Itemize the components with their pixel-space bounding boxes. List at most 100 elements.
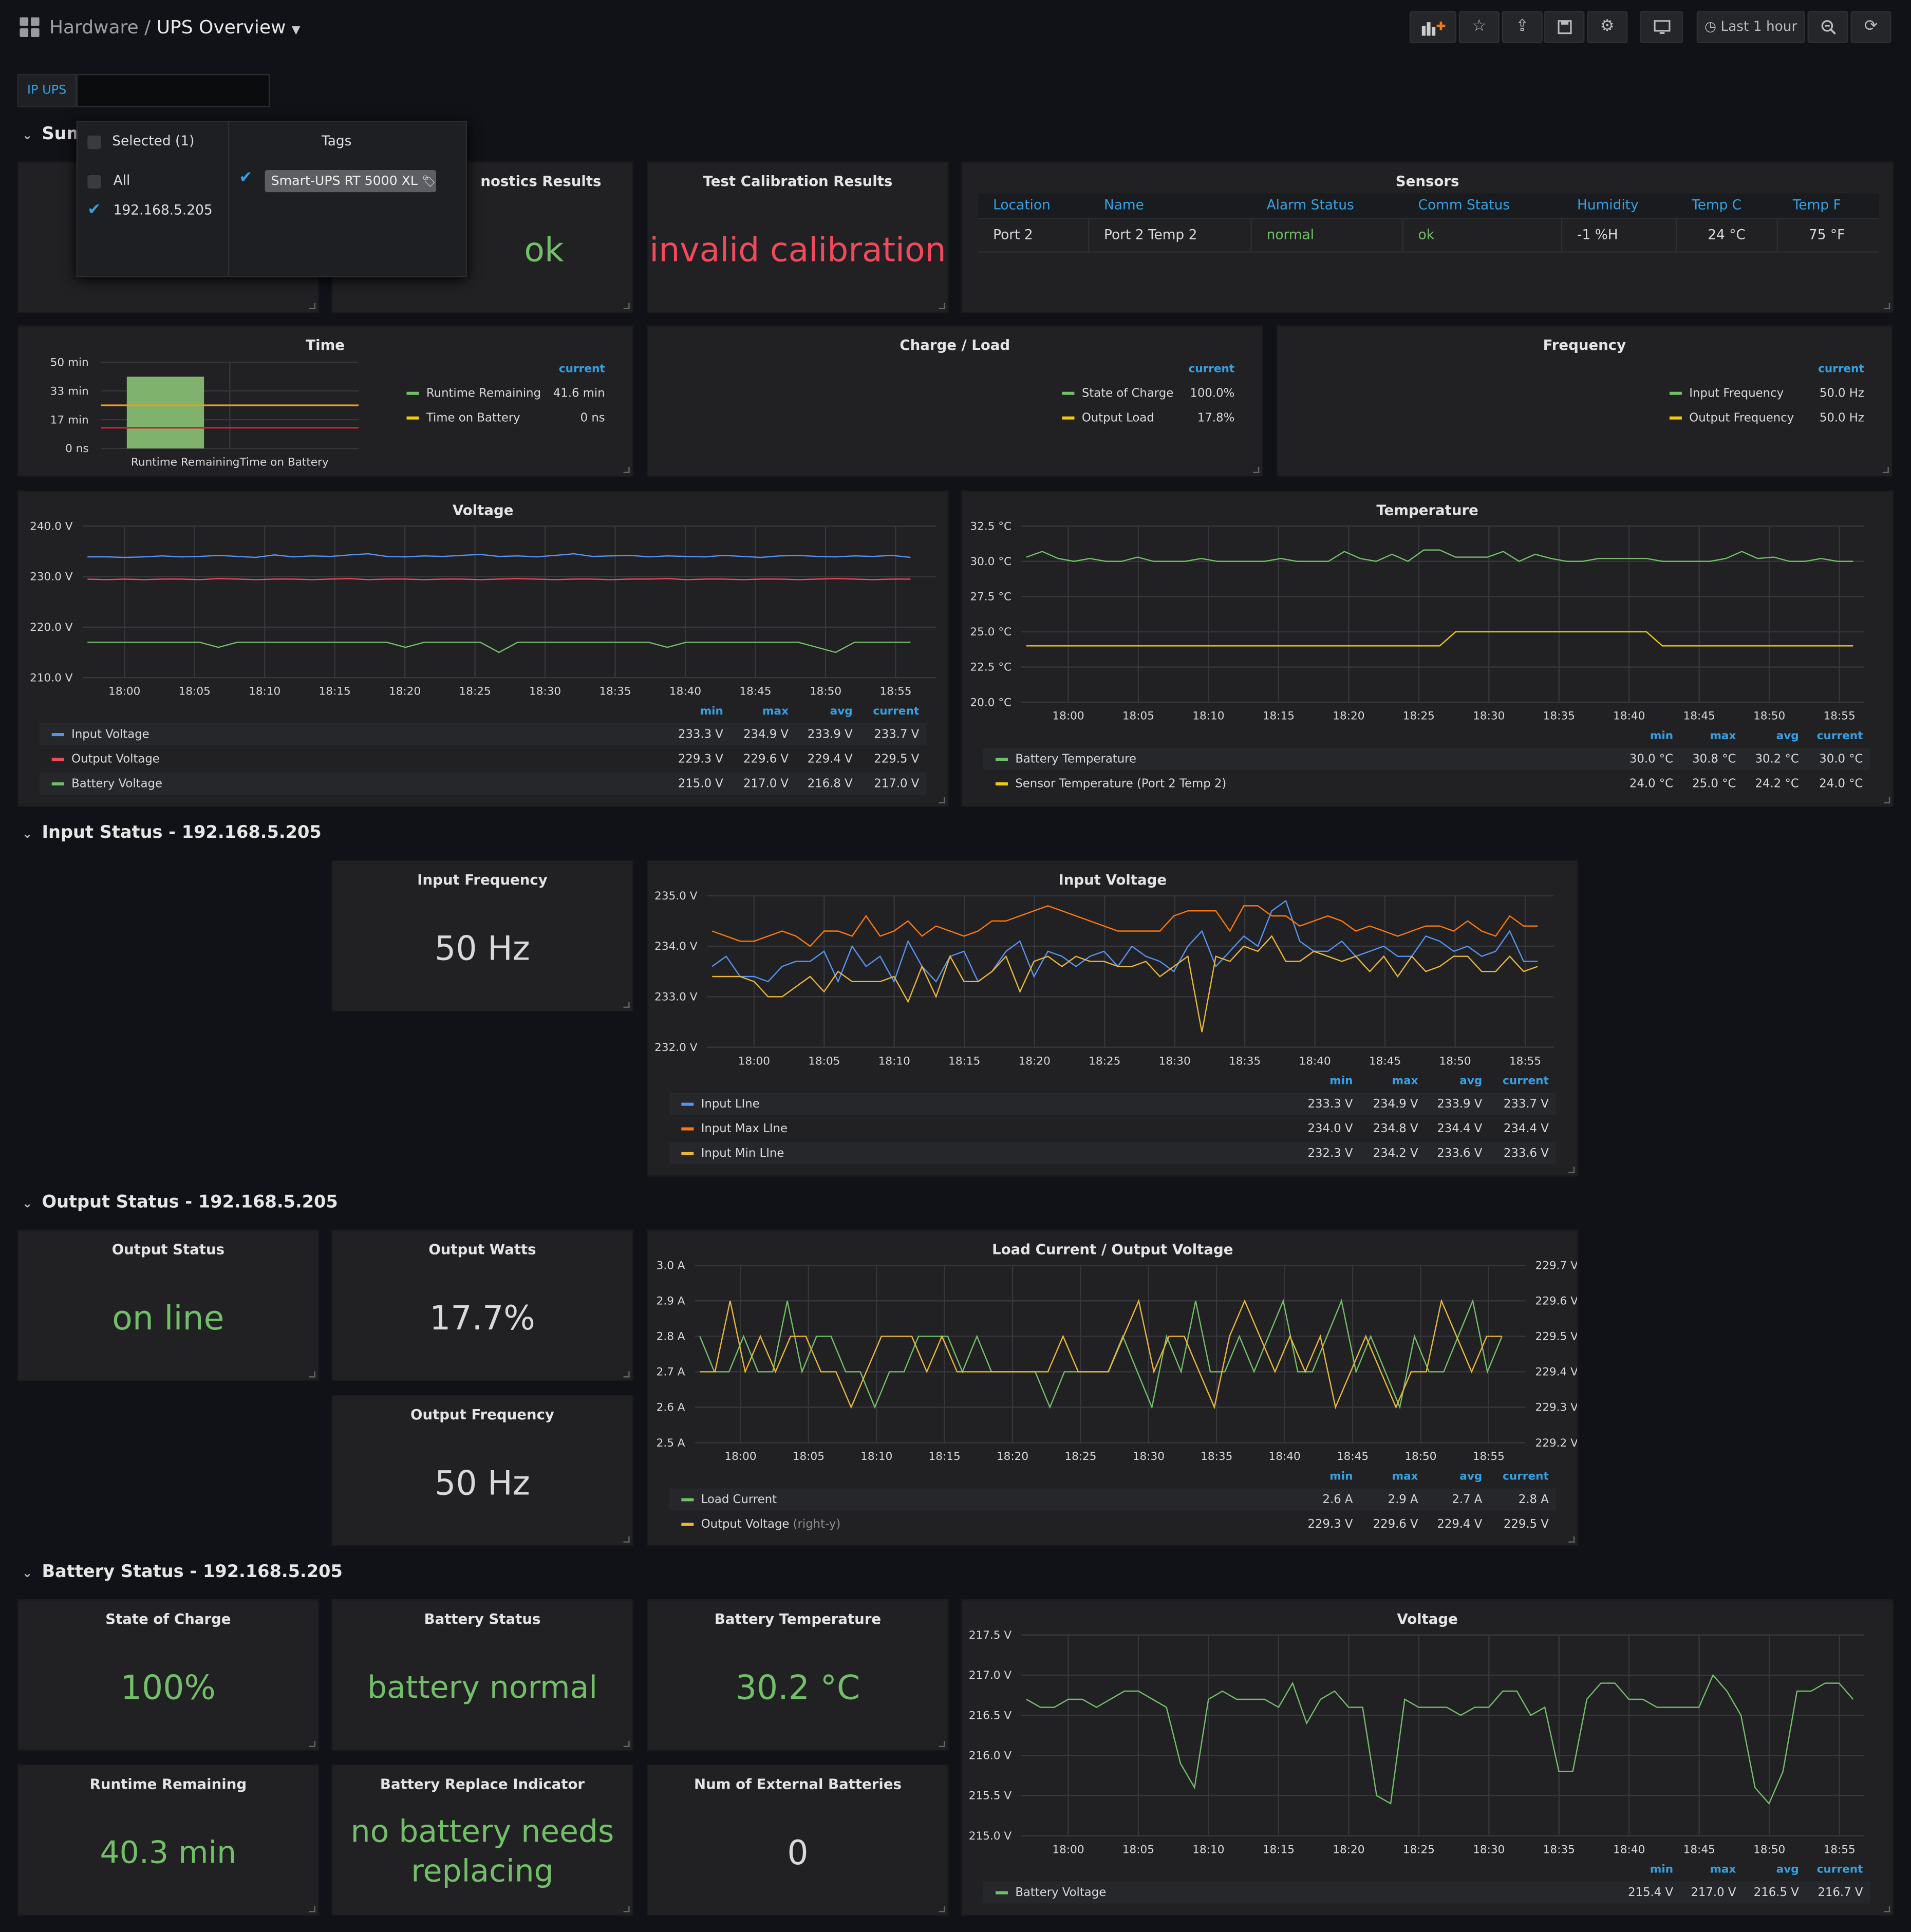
resize-handle[interactable] [309, 1741, 316, 1748]
resize-handle[interactable] [1884, 303, 1890, 310]
resize-handle[interactable] [939, 1906, 945, 1912]
legend-item[interactable]: Input Max LIne [701, 1122, 788, 1135]
series-line-1[interactable] [87, 553, 911, 558]
view-mode-button[interactable] [1640, 11, 1683, 43]
tag-checkbox-checked[interactable]: ✔ [239, 168, 253, 187]
add-panel-button[interactable] [1409, 11, 1456, 43]
panel-battery-voltage[interactable]: Voltage 217.5 V 217.0 V 216.5 V 216.0 V 215.… [961, 1599, 1894, 1916]
panel-state-of-charge[interactable]: State of Charge 100% [17, 1599, 320, 1751]
legend-item[interactable]: Runtime Remaining [426, 386, 541, 400]
row-output-status[interactable]: ⌄ Output Status - 192.168.5.205 [22, 1193, 338, 1212]
variable-select[interactable] [76, 73, 270, 107]
col-name[interactable]: Name [1104, 197, 1144, 213]
resize-handle[interactable] [939, 797, 945, 803]
resize-handle[interactable] [1884, 797, 1890, 803]
panel-battery-status[interactable]: Battery Status battery normal [331, 1599, 633, 1751]
series-line-2[interactable] [700, 1299, 1502, 1410]
series-line-1[interactable] [711, 899, 1538, 983]
panel-frequency[interactable]: Frequency 60.0 Hz40.0 Hz20.0 Hz0 HzInput… [1276, 325, 1893, 477]
tag-chip[interactable]: Smart-UPS RT 5000 XL 🏷 [265, 170, 437, 193]
bar-1[interactable] [126, 377, 204, 449]
legend-item[interactable]: Input Voltage [71, 728, 149, 741]
series-line-2[interactable] [711, 905, 1538, 947]
legend-item[interactable]: Output Voltage (right-y) [701, 1517, 841, 1531]
panel-voltage[interactable]: Voltage 240.0 V 230.0 V 220.0 V 210.0 V 18:0… [17, 490, 949, 807]
row-input-status[interactable]: ⌄ Input Status - 192.168.5.205 [22, 823, 322, 842]
series-line-3[interactable] [87, 642, 911, 653]
legend-item[interactable]: Battery Voltage [71, 777, 162, 791]
share-button[interactable]: ⇪ [1502, 11, 1543, 43]
panel-output-watts[interactable]: Output Watts 17.7% [331, 1229, 633, 1381]
resize-handle[interactable] [939, 1741, 945, 1748]
resize-handle[interactable] [623, 467, 630, 474]
resize-handle[interactable] [623, 1371, 630, 1378]
option-all[interactable]: All [113, 172, 130, 189]
option-checkbox-checked[interactable]: ✔ [87, 200, 101, 219]
panel-time[interactable]: Time 50 min 33 min 17 min 0 ns Runtime Remai… [17, 325, 633, 477]
time-picker-button[interactable]: ◷ Last 1 hour [1696, 11, 1805, 43]
col-comm-status[interactable]: Comm Status [1418, 197, 1510, 213]
panel-output-frequency[interactable]: Output Frequency 50 Hz [331, 1395, 633, 1547]
panel-battery-replace[interactable]: Battery Replace Indicator no battery nee… [331, 1764, 633, 1916]
series-line-2[interactable] [1026, 631, 1853, 647]
col-temp-c[interactable]: Temp C [1692, 197, 1742, 213]
panel-charge-load[interactable]: Charge / Load 100.0%50.0%0%State of Char… [647, 325, 1263, 477]
panel-input-voltage[interactable]: Input Voltage 235.0 V 234.0 V 233.0 V 232.0… [647, 860, 1579, 1177]
resize-handle[interactable] [1882, 467, 1889, 474]
resize-handle[interactable] [939, 303, 945, 310]
save-button[interactable] [1544, 11, 1585, 43]
series-line-1[interactable] [1026, 549, 1853, 562]
breadcrumb[interactable]: Hardware / UPS Overview ▼ [49, 16, 301, 38]
panel-external-batteries[interactable]: Num of External Batteries 0 [647, 1764, 949, 1916]
resize-handle[interactable] [623, 303, 630, 310]
resize-handle[interactable] [1884, 1906, 1890, 1912]
series-line-2[interactable] [87, 578, 911, 580]
page-title[interactable]: UPS Overview [156, 16, 286, 39]
panel-test-calibration[interactable]: Test Calibration Results invalid calibra… [647, 161, 949, 313]
resize-handle[interactable] [623, 1741, 630, 1748]
legend-item[interactable]: Battery Voltage [1015, 1886, 1106, 1899]
panel-input-frequency[interactable]: Input Frequency 50 Hz [331, 860, 633, 1012]
resize-handle[interactable] [309, 1371, 316, 1378]
star-button[interactable]: ☆ [1458, 11, 1500, 43]
zoom-out-button[interactable] [1807, 11, 1848, 43]
legend-item[interactable]: Input LIne [701, 1097, 760, 1111]
panel-sensors[interactable]: Sensors Location Name Alarm Status Comm … [961, 161, 1894, 313]
resize-handle[interactable] [1568, 1536, 1575, 1543]
legend-item[interactable]: Output Frequency [1689, 411, 1794, 424]
legend-item[interactable]: Load Current [701, 1493, 777, 1506]
panel-temperature[interactable]: Temperature 32.5 °C 30.0 °C 27.5 °C 25.0 °C… [961, 490, 1894, 807]
resize-handle[interactable] [623, 1536, 630, 1543]
breadcrumb-folder[interactable]: Hardware [49, 16, 139, 39]
legend-item[interactable]: State of Charge [1082, 386, 1173, 400]
panel-load-current-output-voltage[interactable]: Load Current / Output Voltage 3.0 A 2.9 A… [647, 1229, 1579, 1547]
col-location[interactable]: Location [993, 197, 1051, 213]
option-all-checkbox[interactable] [87, 175, 101, 189]
panel-battery-temperature[interactable]: Battery Temperature 30.2 °C [647, 1599, 949, 1751]
resize-handle[interactable] [623, 1001, 630, 1008]
col-alarm-status[interactable]: Alarm Status [1266, 197, 1354, 213]
panel-output-status[interactable]: Output Status on line [17, 1229, 320, 1381]
settings-button[interactable]: ⚙ [1587, 11, 1628, 43]
caret-down-icon[interactable]: ▼ [291, 24, 301, 37]
legend-item[interactable]: Battery Temperature [1015, 753, 1136, 766]
col-humidity[interactable]: Humidity [1577, 197, 1639, 213]
legend-item[interactable]: Sensor Temperature (Port 2 Temp 2) [1015, 777, 1226, 791]
series-line-1[interactable] [699, 1299, 1503, 1410]
option-192-168-5-205[interactable]: 192.168.5.205 [113, 202, 213, 218]
series-line-1[interactable] [1026, 1674, 1854, 1805]
legend-item[interactable]: Input Min LIne [701, 1147, 784, 1160]
row-summary[interactable]: ⌄ Sum [22, 124, 84, 144]
legend-item[interactable]: Output Voltage [71, 753, 160, 766]
resize-handle[interactable] [309, 303, 316, 310]
resize-handle[interactable] [623, 1906, 630, 1912]
resize-handle[interactable] [309, 1906, 316, 1912]
select-selected-checkbox[interactable] [87, 135, 101, 149]
legend-item[interactable]: Output Load [1082, 411, 1154, 424]
legend-item[interactable]: Time on Battery [426, 411, 520, 424]
resize-handle[interactable] [1253, 467, 1260, 474]
series-line-3[interactable] [712, 935, 1538, 1033]
legend-item[interactable]: Input Frequency [1689, 386, 1784, 400]
resize-handle[interactable] [1568, 1167, 1575, 1173]
panel-runtime-remaining[interactable]: Runtime Remaining 40.3 min [17, 1764, 320, 1916]
